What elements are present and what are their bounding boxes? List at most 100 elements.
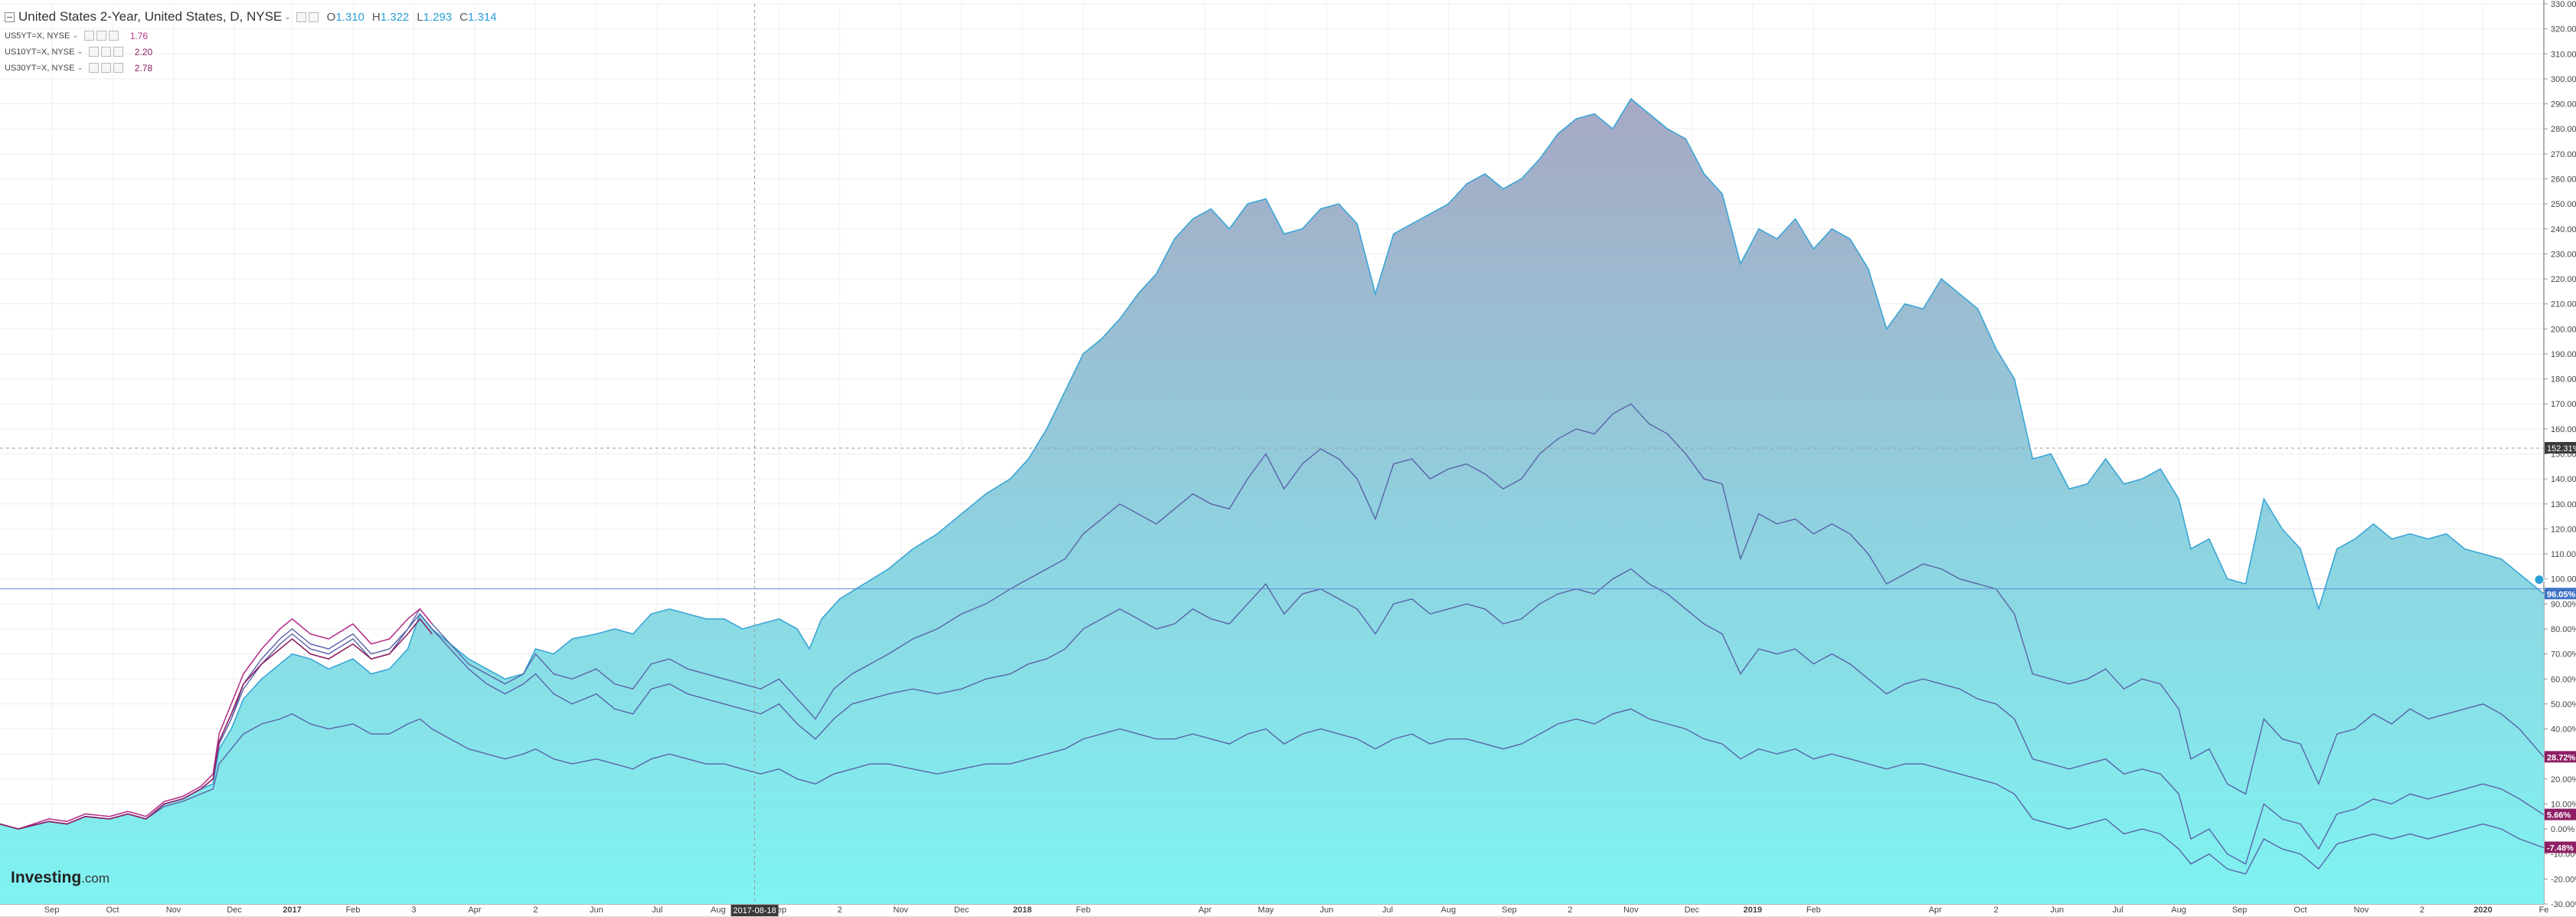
x-tick-label: Feb	[345, 906, 360, 915]
y-tick-label: 160.00%	[2551, 425, 2576, 434]
x-tick-label: Nov	[1623, 906, 1639, 915]
x-tick-label: Jun	[2050, 906, 2064, 915]
x-tick-label: Apr	[1929, 906, 1942, 915]
x-tick-label: 2017	[283, 906, 301, 915]
x-tick-label: Dec	[227, 906, 242, 915]
close-icon[interactable]	[113, 47, 123, 57]
y-tick-label: -30.00%	[2551, 900, 2576, 909]
y-tick-label: 140.00%	[2551, 475, 2576, 484]
series-early-line-us5yt-x	[0, 608, 433, 830]
y-tick-label: 120.00%	[2551, 525, 2576, 534]
legend-row-us10y[interactable]: US10YT=X, NYSE ⌄ 2.20	[5, 44, 505, 60]
last-value-label: 28.72%	[2547, 753, 2576, 762]
legend-row-us30y[interactable]: US30YT=X, NYSE ⌄ 2.78	[5, 60, 505, 76]
gear-icon[interactable]	[100, 63, 111, 73]
x-tick-label: 2	[533, 906, 538, 915]
y-tick-label: 320.00%	[2551, 25, 2576, 34]
x-tick-label: 2018	[1013, 906, 1031, 915]
x-tick-label: Apr	[468, 906, 481, 915]
x-tick-label: Oct	[2294, 906, 2307, 915]
last-value-label: 5.66%	[2547, 811, 2571, 820]
y-tick-label: 130.00%	[2551, 500, 2576, 509]
y-tick-label: 170.00%	[2551, 400, 2576, 409]
legend-main-row: United States 2-Year, United States, D, …	[5, 6, 505, 28]
ohlc-high: H1.322	[371, 10, 410, 24]
x-tick-label: Jul	[652, 906, 662, 915]
x-tick-label: Jun	[590, 906, 603, 915]
last-value-label: -7.48%	[2547, 843, 2574, 853]
legend-value: 2.20	[134, 46, 153, 57]
y-tick-label: 100.00%	[2551, 575, 2576, 585]
eye-icon[interactable]	[88, 63, 99, 73]
x-tick-label: Aug	[1441, 906, 1456, 915]
legend-value: 1.76	[129, 30, 149, 41]
x-tick-label: May	[1258, 906, 1274, 915]
x-tick-label: Fe	[2539, 906, 2549, 915]
y-tick-label: 110.00%	[2551, 550, 2576, 559]
series-line-us30yt-x	[0, 708, 2545, 875]
y-tick-label: 230.00%	[2551, 250, 2576, 259]
gear-icon[interactable]	[308, 11, 319, 22]
y-tick-label: 20.00%	[2551, 775, 2576, 784]
y-tick-label: 220.00%	[2551, 275, 2576, 284]
x-tick-label: Nov	[166, 906, 181, 915]
y-tick-label: 280.00%	[2551, 125, 2576, 134]
x-tick-label: Sep	[2232, 906, 2247, 915]
x-tick-label: Jul	[2113, 906, 2123, 915]
close-icon[interactable]	[113, 63, 123, 73]
y-tick-label: 260.00%	[2551, 175, 2576, 184]
y-tick-label: 300.00%	[2551, 75, 2576, 84]
x-tick-label: 2	[1994, 906, 1999, 915]
ohlc-open: O1.310	[326, 10, 364, 24]
y-tick-label: -20.00%	[2551, 875, 2576, 884]
eye-icon[interactable]	[296, 11, 306, 22]
y-tick-label: 90.00%	[2551, 600, 2576, 609]
x-tick-label: Jul	[1382, 906, 1393, 915]
last-value-label-bg	[2545, 588, 2576, 600]
y-tick-label: 40.00%	[2551, 725, 2576, 735]
x-tick-label: Apr	[1198, 906, 1211, 915]
y-tick-label: 80.00%	[2551, 625, 2576, 634]
ohlc-close: C1.314	[459, 10, 497, 24]
y-tick-label: 310.00%	[2551, 50, 2576, 59]
last-value-label-bg	[2545, 751, 2576, 763]
legend-label: US5YT=X, NYSE	[5, 31, 70, 41]
legend-label: US10YT=X, NYSE	[5, 47, 75, 57]
y-tick-label: 60.00%	[2551, 675, 2576, 684]
ohlc-low: L1.293	[417, 10, 453, 24]
x-tick-label: Dec	[954, 906, 969, 915]
last-value-label-bg	[2545, 841, 2576, 853]
gear-icon[interactable]	[96, 31, 106, 41]
gear-icon[interactable]	[100, 47, 111, 57]
collapse-legend-icon[interactable]	[5, 11, 15, 22]
chevron-down-icon[interactable]: ⌄	[72, 31, 79, 40]
y-tick-label: 50.00%	[2551, 700, 2576, 709]
last-value-label-bg	[2545, 808, 2576, 820]
main-series-title: United States 2-Year, United States, D, …	[18, 9, 283, 24]
y-tick-label: 240.00%	[2551, 225, 2576, 234]
area-fill-united-states-2-year	[0, 99, 2544, 904]
x-tick-label: 2019	[1744, 906, 1762, 915]
x-tick-label: Dec	[1685, 906, 1700, 915]
x-tick-label: Sep	[1502, 906, 1517, 915]
chevron-down-icon[interactable]: ⌄	[77, 47, 83, 56]
legend-row-us5y[interactable]: US5YT=X, NYSE ⌄ 1.76	[5, 28, 505, 44]
eye-icon[interactable]	[88, 47, 99, 57]
series-line-us10yt-x	[0, 568, 2545, 865]
x-tick-label: 2	[2420, 906, 2424, 915]
crosshair-x-label-bg	[731, 905, 779, 916]
chevron-down-icon[interactable]: ⌄	[284, 12, 291, 21]
y-tick-label: 290.00%	[2551, 100, 2576, 110]
series-line-united-states-2-year	[0, 97, 2545, 830]
x-tick-label: Feb	[1806, 906, 1821, 915]
y-tick-label: 180.00%	[2551, 375, 2576, 385]
crosshair-x-label: 2017-08-18	[733, 906, 776, 915]
x-tick-label: Feb	[1076, 906, 1090, 915]
close-icon[interactable]	[108, 31, 119, 41]
x-tick-label: Nov	[2354, 906, 2369, 915]
x-tick-label: 2	[838, 906, 842, 915]
eye-icon[interactable]	[83, 31, 94, 41]
chevron-down-icon[interactable]: ⌄	[77, 64, 83, 72]
